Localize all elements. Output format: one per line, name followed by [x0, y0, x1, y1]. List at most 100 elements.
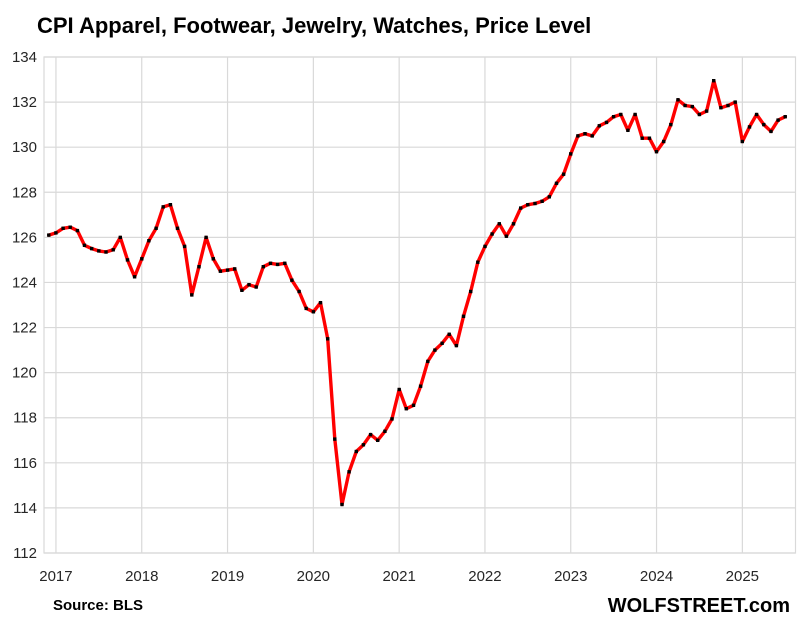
data-point-marker [533, 201, 537, 206]
data-point-marker [318, 301, 323, 305]
data-point-marker [290, 278, 294, 282]
source-note: Source: BLS [53, 597, 143, 614]
data-point-marker [547, 195, 551, 199]
data-point-marker [354, 449, 358, 454]
data-point-marker [433, 348, 437, 352]
data-point-marker [497, 222, 501, 226]
x-tick-label: 2024 [640, 568, 673, 585]
y-tick-label: 122 [12, 320, 37, 337]
data-point-marker [197, 265, 201, 269]
data-point-marker [640, 136, 644, 140]
data-point-marker [233, 267, 237, 271]
data-point-marker [118, 235, 122, 240]
x-tick-label: 2023 [554, 568, 587, 585]
data-point-marker [333, 437, 337, 441]
y-tick-label: 132 [12, 94, 37, 111]
data-point-marker [597, 124, 601, 128]
data-point-marker [719, 106, 723, 110]
data-point-marker [376, 438, 380, 442]
y-tick-label: 114 [13, 500, 37, 517]
y-tick-label: 126 [12, 229, 37, 246]
data-point-marker [554, 181, 559, 185]
data-point-marker [633, 112, 637, 117]
data-point-marker [275, 262, 280, 267]
data-point-marker [261, 265, 265, 269]
data-point-marker [447, 332, 451, 336]
data-point-marker [47, 233, 51, 237]
data-point-marker [611, 115, 616, 119]
data-point-marker [526, 203, 530, 207]
data-point-marker [654, 150, 659, 154]
data-point-marker [740, 139, 744, 144]
data-point-marker [569, 152, 573, 156]
data-point-marker [426, 359, 430, 364]
y-tick-label: 124 [12, 274, 37, 291]
data-point-marker [676, 98, 680, 102]
data-point-marker [726, 103, 730, 108]
data-point-marker [440, 341, 444, 345]
chart-title: CPI Apparel, Footwear, Jewelry, Watches,… [37, 13, 591, 38]
grid-layer: 112 114 116 118 120 122 124 126 128 130 132 134 2017… [12, 49, 797, 585]
data-point-marker [54, 231, 58, 235]
series-layer [47, 78, 787, 507]
x-tick-label: 2018 [125, 568, 158, 585]
data-point-marker [190, 293, 194, 297]
data-point-marker [218, 269, 223, 273]
data-point-marker [683, 103, 687, 108]
data-point-marker [204, 235, 208, 240]
data-point-marker [776, 118, 780, 122]
data-point-marker [397, 387, 401, 392]
data-point-marker [111, 248, 115, 252]
data-point-marker [754, 112, 759, 117]
data-point-marker [511, 222, 516, 226]
data-point-marker [61, 226, 65, 230]
y-tick-label: 128 [12, 184, 37, 201]
data-point-marker [519, 206, 523, 210]
data-point-marker [704, 109, 709, 113]
data-point-marker [783, 115, 787, 119]
data-point-marker [390, 417, 394, 421]
data-point-marker [733, 100, 737, 104]
branding: WOLFSTREET.com [608, 595, 790, 617]
data-point-marker [340, 502, 344, 507]
data-point-marker [90, 246, 94, 251]
data-point-marker [368, 432, 373, 437]
data-point-marker [626, 128, 630, 132]
data-point-marker [268, 261, 273, 265]
x-tick-label: 2025 [726, 568, 759, 585]
data-point-marker [662, 139, 666, 144]
data-point-marker [347, 470, 351, 474]
data-point-marker [576, 134, 580, 138]
data-point-marker [175, 226, 180, 230]
data-point-marker [469, 289, 473, 294]
x-tick-label: 2019 [211, 568, 244, 585]
data-point-marker [361, 443, 366, 447]
data-point-marker [583, 132, 587, 136]
data-point-marker [211, 257, 215, 261]
x-tick-label: 2020 [297, 568, 330, 585]
data-point-marker [461, 314, 466, 318]
data-point-marker [769, 129, 773, 134]
data-point-marker [712, 79, 716, 83]
data-point-marker [140, 257, 144, 261]
data-point-marker [304, 306, 308, 311]
data-point-marker [225, 268, 230, 272]
data-point-marker [182, 244, 187, 249]
data-point-marker [168, 203, 173, 207]
data-point-marker [418, 384, 423, 388]
y-tick-label: 120 [12, 365, 37, 382]
data-point-marker [697, 112, 702, 117]
x-tick-label: 2017 [39, 568, 72, 585]
data-point-marker [619, 112, 623, 117]
data-point-marker [690, 104, 694, 109]
data-point-marker [68, 225, 72, 229]
data-point-marker [154, 226, 158, 230]
data-point-marker [104, 250, 108, 254]
plot-border [43, 56, 797, 554]
x-tick-label: 2021 [382, 568, 415, 585]
data-point-marker [132, 275, 137, 279]
data-point-marker [326, 337, 330, 341]
data-point-marker [604, 120, 609, 125]
